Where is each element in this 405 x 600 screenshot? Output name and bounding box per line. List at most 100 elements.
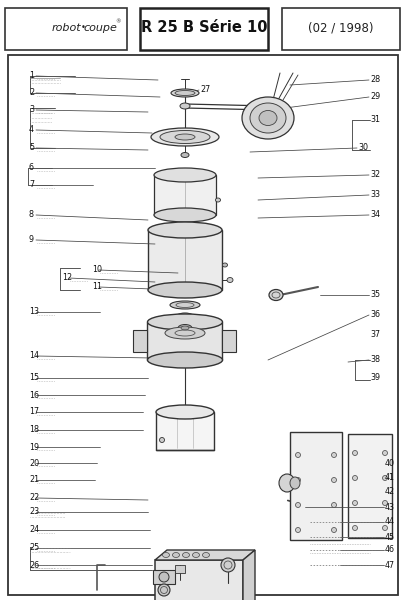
Text: 2: 2 bbox=[29, 88, 34, 97]
Polygon shape bbox=[243, 550, 254, 600]
Ellipse shape bbox=[158, 584, 170, 596]
Ellipse shape bbox=[175, 134, 194, 140]
Ellipse shape bbox=[295, 452, 300, 457]
Text: 31: 31 bbox=[369, 115, 379, 124]
Text: 8: 8 bbox=[29, 211, 34, 220]
Ellipse shape bbox=[222, 263, 227, 267]
Text: 19: 19 bbox=[29, 442, 39, 451]
Text: 32: 32 bbox=[369, 170, 379, 179]
Ellipse shape bbox=[172, 553, 179, 557]
Text: 45: 45 bbox=[384, 533, 394, 541]
Ellipse shape bbox=[295, 478, 300, 482]
Ellipse shape bbox=[352, 526, 357, 530]
Ellipse shape bbox=[177, 325, 192, 331]
Ellipse shape bbox=[147, 352, 222, 368]
Ellipse shape bbox=[382, 500, 386, 505]
Text: 30: 30 bbox=[357, 143, 367, 152]
Text: 40: 40 bbox=[384, 458, 394, 467]
Text: robot: robot bbox=[51, 23, 81, 33]
Text: coupe: coupe bbox=[83, 23, 117, 33]
Bar bbox=[222, 330, 236, 352]
Ellipse shape bbox=[164, 327, 205, 339]
Ellipse shape bbox=[159, 572, 168, 582]
Ellipse shape bbox=[352, 500, 357, 505]
Ellipse shape bbox=[226, 277, 232, 283]
Ellipse shape bbox=[171, 89, 198, 97]
Bar bbox=[147, 322, 222, 360]
Text: 27: 27 bbox=[200, 85, 210, 94]
Ellipse shape bbox=[220, 558, 234, 572]
Bar bbox=[153, 570, 175, 584]
Ellipse shape bbox=[202, 553, 209, 557]
Ellipse shape bbox=[382, 451, 386, 455]
Text: 28: 28 bbox=[369, 76, 379, 85]
Text: 39: 39 bbox=[369, 373, 379, 383]
Ellipse shape bbox=[382, 526, 386, 530]
Ellipse shape bbox=[179, 103, 190, 109]
Text: R 25 B Série 10: R 25 B Série 10 bbox=[141, 20, 266, 35]
Bar bbox=[140, 8, 267, 50]
Ellipse shape bbox=[352, 451, 357, 455]
Text: 25: 25 bbox=[29, 544, 39, 553]
Polygon shape bbox=[155, 550, 254, 560]
Text: 43: 43 bbox=[384, 502, 394, 511]
Bar bbox=[148, 230, 222, 290]
Text: 15: 15 bbox=[29, 373, 39, 383]
Text: (02 / 1998): (02 / 1998) bbox=[307, 22, 373, 34]
Text: 35: 35 bbox=[369, 290, 379, 299]
Text: 41: 41 bbox=[384, 473, 394, 482]
Ellipse shape bbox=[331, 478, 336, 482]
Ellipse shape bbox=[156, 405, 213, 419]
Ellipse shape bbox=[181, 152, 189, 157]
Ellipse shape bbox=[352, 475, 357, 481]
Ellipse shape bbox=[215, 198, 220, 202]
Text: 21: 21 bbox=[29, 475, 39, 484]
Text: 17: 17 bbox=[29, 407, 39, 416]
Text: 10: 10 bbox=[92, 265, 102, 274]
Text: 23: 23 bbox=[29, 508, 39, 517]
Bar bbox=[133, 330, 147, 352]
Bar bbox=[153, 175, 215, 215]
Ellipse shape bbox=[258, 110, 276, 125]
Text: 14: 14 bbox=[29, 352, 39, 361]
Text: ®: ® bbox=[115, 19, 120, 25]
Ellipse shape bbox=[175, 313, 194, 323]
Text: 7: 7 bbox=[29, 181, 34, 190]
Ellipse shape bbox=[289, 477, 299, 489]
Text: 47: 47 bbox=[384, 560, 394, 569]
Text: 6: 6 bbox=[29, 163, 34, 172]
Text: 13: 13 bbox=[29, 307, 39, 316]
Ellipse shape bbox=[153, 168, 215, 182]
Ellipse shape bbox=[160, 130, 209, 143]
Text: 5: 5 bbox=[29, 143, 34, 152]
Ellipse shape bbox=[148, 222, 222, 238]
Ellipse shape bbox=[181, 326, 189, 330]
Text: 34: 34 bbox=[369, 211, 379, 220]
Ellipse shape bbox=[249, 103, 285, 133]
Bar bbox=[155, 560, 243, 600]
Bar bbox=[5, 8, 127, 50]
Text: 37: 37 bbox=[369, 331, 379, 340]
Text: 36: 36 bbox=[369, 310, 379, 319]
Text: 16: 16 bbox=[29, 391, 39, 400]
Text: 42: 42 bbox=[384, 487, 394, 496]
Ellipse shape bbox=[182, 553, 189, 557]
Text: 3: 3 bbox=[29, 106, 34, 115]
Text: 9: 9 bbox=[29, 235, 34, 244]
Ellipse shape bbox=[153, 208, 215, 222]
Ellipse shape bbox=[175, 91, 194, 95]
Text: 1: 1 bbox=[29, 71, 34, 80]
Ellipse shape bbox=[241, 97, 293, 139]
Ellipse shape bbox=[147, 314, 222, 330]
Bar bbox=[175, 565, 185, 573]
Text: 4: 4 bbox=[29, 125, 34, 134]
Text: 12: 12 bbox=[62, 274, 72, 283]
Ellipse shape bbox=[295, 502, 300, 508]
Text: 20: 20 bbox=[29, 458, 39, 467]
Ellipse shape bbox=[269, 289, 282, 301]
Bar bbox=[347, 434, 391, 538]
Ellipse shape bbox=[170, 301, 200, 309]
Text: 24: 24 bbox=[29, 526, 39, 535]
Ellipse shape bbox=[151, 128, 218, 146]
Ellipse shape bbox=[148, 282, 222, 298]
